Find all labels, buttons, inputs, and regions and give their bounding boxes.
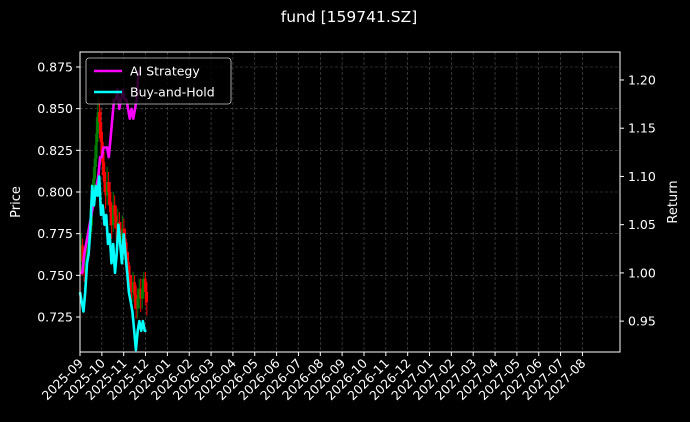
y2-tick-label: 1.15 <box>628 121 656 136</box>
y-tick-label: 0.750 <box>37 268 73 283</box>
candle-body <box>130 285 133 292</box>
candle-body <box>96 112 100 134</box>
legend-label: Buy-and-Hold <box>130 85 215 100</box>
y2-tick-label: 1.20 <box>628 72 656 87</box>
series-line-buy-and-hold <box>78 175 147 352</box>
candle-body <box>144 278 147 292</box>
candle-body <box>102 162 106 182</box>
y-tick-label: 0.725 <box>37 310 73 325</box>
y2-tick-label: 1.10 <box>628 169 656 184</box>
candle-body <box>86 248 89 259</box>
candle-body <box>137 288 141 299</box>
candle-body <box>98 112 101 122</box>
y-tick-label: 0.800 <box>37 185 73 200</box>
candle-body <box>131 282 135 292</box>
chart-title: fund [159741.SZ] <box>281 8 418 26</box>
candle-body <box>127 262 130 276</box>
candle-body <box>81 245 84 262</box>
legend: AI Strategy Buy-and-Hold <box>85 57 232 105</box>
candle-body <box>79 245 83 256</box>
candle-body <box>136 298 139 309</box>
y2-tick-label: 1.00 <box>628 265 656 280</box>
y2-tick-label: 1.05 <box>628 217 656 232</box>
candle-body <box>95 133 98 159</box>
candle-body <box>110 212 113 226</box>
y-tick-label: 0.875 <box>37 60 73 75</box>
series-lines <box>78 70 147 352</box>
legend-label: AI Strategy <box>130 64 200 79</box>
y-tick-label: 0.775 <box>37 226 73 241</box>
y-axis-label: Price <box>9 186 24 218</box>
candle-body <box>105 182 109 196</box>
candle-body <box>142 278 145 289</box>
candle-body <box>128 275 132 286</box>
y-tick-label: 0.850 <box>37 101 73 116</box>
candle-body <box>99 122 103 142</box>
candle-body <box>112 205 115 226</box>
candle-body <box>133 282 136 296</box>
plot-frame <box>79 51 621 353</box>
candle-body <box>115 215 118 229</box>
candle-body <box>141 288 144 299</box>
y2-tick-label: 0.95 <box>628 314 656 329</box>
candle-body <box>113 205 116 216</box>
legend-box <box>85 57 232 105</box>
candle-body <box>93 158 97 179</box>
candle-body <box>134 295 138 309</box>
candle-body <box>139 288 142 299</box>
y-tick-label: 0.825 <box>37 143 73 158</box>
candle-body <box>108 192 112 212</box>
candle-body <box>104 182 107 196</box>
candle-body <box>107 182 110 192</box>
y2-axis-label: Return <box>666 180 681 223</box>
candle-body <box>145 292 149 302</box>
